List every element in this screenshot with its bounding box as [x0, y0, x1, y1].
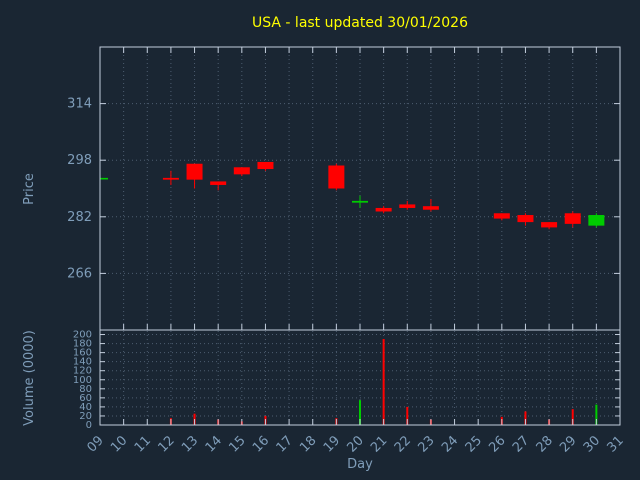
- day-tick-label: 10: [108, 433, 130, 455]
- candle-body: [233, 167, 250, 175]
- candle-body: [399, 204, 416, 208]
- day-tick-label: 16: [250, 433, 272, 455]
- candle: [422, 199, 439, 212]
- day-tick-label: 13: [179, 433, 201, 455]
- grid-layer: [99, 47, 621, 426]
- day-tick-label: 31: [605, 433, 627, 455]
- volume-tick-label: 180: [73, 339, 92, 350]
- day-tick-label: 26: [486, 433, 508, 455]
- candle-body: [210, 181, 227, 185]
- candle-body: [375, 207, 392, 212]
- volume-tick-label: 160: [73, 348, 92, 359]
- candle: [399, 200, 416, 210]
- volume-tick-label: 0: [86, 420, 92, 431]
- volume-tick-label: 140: [73, 357, 92, 368]
- candle: [375, 206, 392, 214]
- axes-layer: [99, 46, 621, 426]
- day-tick-label: 12: [155, 433, 177, 455]
- volume-tick-label: 120: [73, 366, 92, 377]
- candle-series-layer: [100, 161, 605, 230]
- volume-tick-label: 40: [79, 402, 92, 413]
- candle: [541, 222, 558, 230]
- volume-tick-label: 20: [79, 411, 92, 422]
- volume-axis-label: Volume (0000): [22, 330, 37, 426]
- day-tick-label: 22: [392, 433, 414, 455]
- day-tick-label: 14: [203, 433, 225, 455]
- day-tick-label: 29: [557, 433, 579, 455]
- day-tick-label: 27: [510, 433, 532, 455]
- candle: [186, 163, 203, 189]
- price-tick-label: 298: [67, 153, 92, 168]
- candle-body: [541, 222, 558, 228]
- candle-body: [588, 215, 605, 226]
- volume-tick-label: 100: [73, 375, 92, 386]
- candle-body: [422, 206, 439, 210]
- candle: [210, 181, 227, 191]
- candle-body: [493, 213, 510, 219]
- day-tick-label: 15: [226, 433, 248, 455]
- volume-tick-label: 80: [79, 384, 92, 395]
- candle: [100, 177, 108, 180]
- day-tick-label: 24: [439, 433, 461, 455]
- price-axis-label: Price: [22, 173, 37, 205]
- volume-tick-label: 60: [79, 393, 92, 404]
- day-tick-label: 11: [132, 433, 154, 455]
- volume-series-layer: [169, 339, 598, 425]
- candle-body: [257, 161, 274, 170]
- day-tick-label: 23: [415, 433, 437, 455]
- candle-body: [186, 163, 203, 180]
- day-tick-label: 25: [463, 433, 485, 455]
- candle-body: [564, 213, 581, 224]
- candle: [162, 170, 179, 185]
- price-tick-label: 282: [67, 210, 92, 225]
- candle: [517, 213, 534, 226]
- day-tick-label: 21: [368, 433, 390, 455]
- day-tick-label: 17: [274, 433, 296, 455]
- day-tick-label: 19: [321, 433, 343, 455]
- volume-tick-label: 200: [73, 330, 92, 341]
- candle-body: [517, 215, 534, 223]
- candle-body: [100, 177, 108, 180]
- candle: [564, 211, 581, 228]
- tick-label-layer: 2662822983140204060801001201401601802000…: [67, 97, 627, 456]
- price-tick-label: 314: [67, 97, 92, 112]
- candle: [352, 195, 368, 208]
- day-tick-label: 09: [85, 433, 107, 455]
- day-tick-label: 20: [345, 433, 367, 455]
- candle: [588, 213, 605, 228]
- candle: [328, 163, 345, 191]
- candle-body: [162, 177, 179, 180]
- candle: [257, 161, 274, 171]
- x-axis-label: Day: [347, 457, 373, 472]
- day-tick-label: 30: [581, 433, 603, 455]
- chart-title: USA - last updated 30/01/2026: [252, 15, 468, 31]
- candle: [233, 167, 250, 177]
- price-tick-label: 266: [67, 266, 92, 281]
- candle: [493, 213, 510, 221]
- day-tick-label: 18: [297, 433, 319, 455]
- day-tick-label: 28: [534, 433, 556, 455]
- candle-body: [328, 165, 345, 189]
- candle-body: [352, 200, 368, 203]
